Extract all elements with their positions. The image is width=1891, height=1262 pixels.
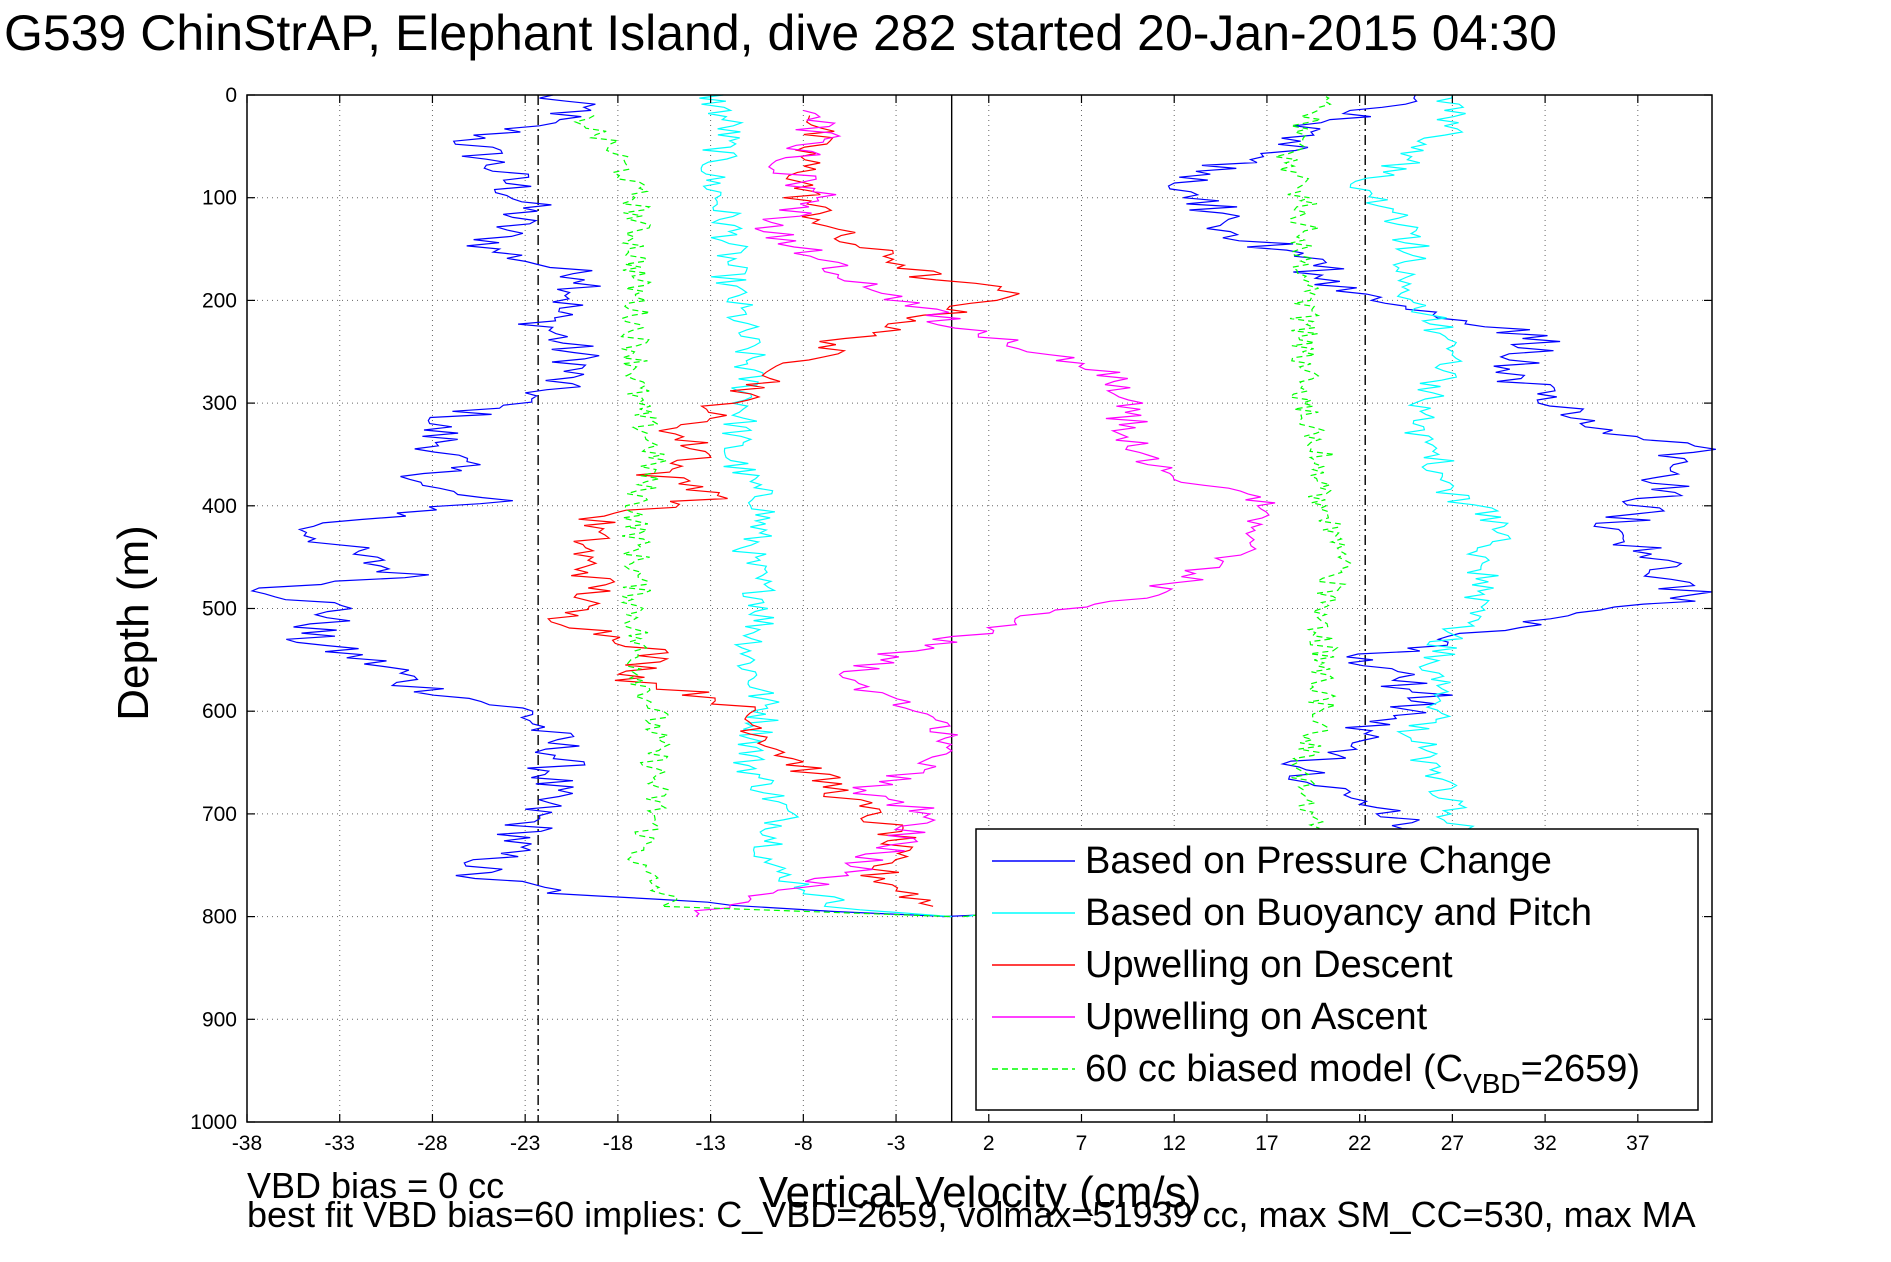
y-tick-label: 1000 — [190, 1111, 237, 1134]
y-tick-label: 500 — [202, 598, 237, 621]
y-tick-label: 400 — [202, 495, 237, 518]
y-tick-label: 800 — [202, 906, 237, 929]
legend-label: Upwelling on Descent — [1085, 944, 1453, 986]
y-tick-label: 700 — [202, 803, 237, 826]
vbd-bias-note: VBD bias = 0 cc — [247, 1165, 505, 1206]
x-tick-label: -33 — [325, 1132, 355, 1155]
legend-label: Upwelling on Ascent — [1085, 996, 1428, 1038]
y-tick-label: 100 — [202, 187, 237, 210]
x-tick-label: 12 — [1163, 1132, 1186, 1155]
series-line-3-ascent — [693, 109, 1276, 918]
y-axis-label: Depth (m) — [109, 525, 158, 721]
x-tick-label: 22 — [1348, 1132, 1371, 1155]
x-tick-label: 27 — [1441, 1132, 1464, 1155]
x-tick-label: 37 — [1626, 1132, 1649, 1155]
x-tick-label: -13 — [695, 1132, 725, 1155]
y-tick-label: 300 — [202, 392, 237, 415]
legend-label: 60 cc biased model (CVBD=2659) — [1085, 1048, 1640, 1099]
y-tick-label: 0 — [225, 84, 237, 107]
x-tick-label: -38 — [232, 1132, 262, 1155]
series-line-1-descent — [699, 94, 952, 918]
x-tick-label: 32 — [1533, 1132, 1556, 1155]
x-tick-label: 7 — [1076, 1132, 1088, 1155]
chart-title: G539 ChinStrAP, Elephant Island, dive 28… — [4, 5, 1557, 61]
tick-layer: -38 -33 -28 -23 -18 -13 -8 -3 2 7 12 17 22 27 32 370100… — [190, 84, 1712, 1155]
x-tick-label: -3 — [887, 1132, 906, 1155]
legend-label: Based on Pressure Change — [1085, 840, 1552, 882]
series-line-0-ascent — [942, 94, 1716, 918]
x-tick-label: 17 — [1255, 1132, 1278, 1155]
x-tick-label: -8 — [794, 1132, 813, 1155]
x-axis-label: Vertical Velocity (cm/s) — [759, 1168, 1202, 1217]
best-fit-note: best fit VBD bias=60 implies: C_VBD=2659… — [247, 1194, 1696, 1235]
series-line-4-descent — [573, 114, 952, 918]
series-line-1-ascent — [966, 94, 1512, 918]
series-line-4-ascent — [963, 94, 1356, 918]
x-tick-label: -18 — [603, 1132, 633, 1155]
x-tick-label: -23 — [510, 1132, 540, 1155]
series-line-2-descent — [547, 115, 1020, 907]
x-tick-label: -28 — [417, 1132, 447, 1155]
y-tick-label: 200 — [202, 289, 237, 312]
y-tick-label: 900 — [202, 1008, 237, 1031]
legend-label: Based on Buoyancy and Pitch — [1085, 892, 1592, 934]
y-tick-label: 600 — [202, 700, 237, 723]
x-tick-label: 2 — [983, 1132, 995, 1155]
legend-box — [975, 828, 1699, 1111]
series-layer — [250, 94, 1716, 918]
legend: Based on Pressure Change Based on Buoyanc… — [975, 828, 1699, 1111]
series-line-0-descent — [250, 94, 952, 918]
